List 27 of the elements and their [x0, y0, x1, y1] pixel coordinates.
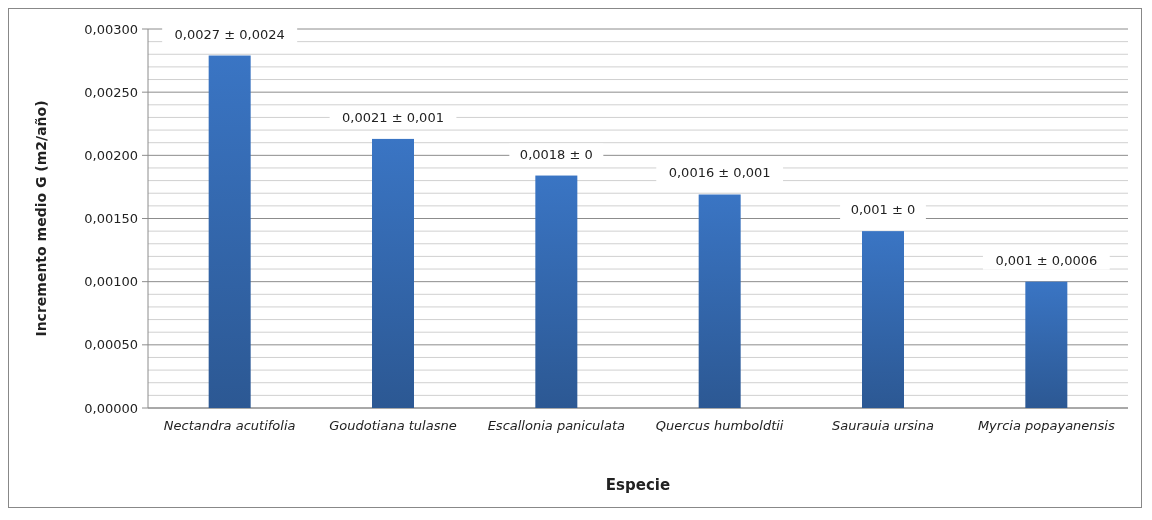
y-tick-label: 0,00300 [84, 21, 138, 37]
annotation: 0,0016 ± 0,001 [668, 165, 771, 181]
annotation: 0,0021 ± 0,001 [342, 109, 444, 125]
y-tick-label: 0,00250 [84, 84, 138, 100]
x-axis-title: Especie [605, 476, 671, 494]
y-tick-label: 0,00150 [84, 211, 138, 227]
bar [1025, 281, 1068, 408]
x-tick-label: Escallonia paniculata [487, 418, 626, 433]
y-tick-label: 0,00200 [84, 147, 138, 163]
bar [698, 194, 741, 408]
x-tick-label: Saurauia ursina [832, 418, 934, 433]
annotation: 0,001 ± 0 [850, 202, 916, 218]
y-tick-label: 0,00050 [84, 337, 138, 353]
x-tick-label: Myrcia popayanensis [977, 418, 1115, 433]
y-tick-label: 0,00000 [84, 400, 138, 416]
x-tick-label: Goudotiana tulasne [329, 418, 457, 433]
bar [862, 231, 904, 408]
bar [372, 138, 414, 408]
x-tick-label: Quercus humboldtii [655, 418, 784, 433]
annotation: 0,0018 ± 0 [519, 146, 593, 162]
bar [535, 175, 578, 408]
y-axis-title: Incremento medio G (m2/año) [33, 100, 49, 337]
y-tick-label: 0,00100 [84, 274, 138, 290]
bar [208, 55, 251, 408]
annotation: 0,0027 ± 0,0024 [174, 26, 285, 42]
x-tick-label: Nectandra acutifolia [163, 418, 296, 433]
annotation: 0,001 ± 0,0006 [995, 252, 1098, 268]
